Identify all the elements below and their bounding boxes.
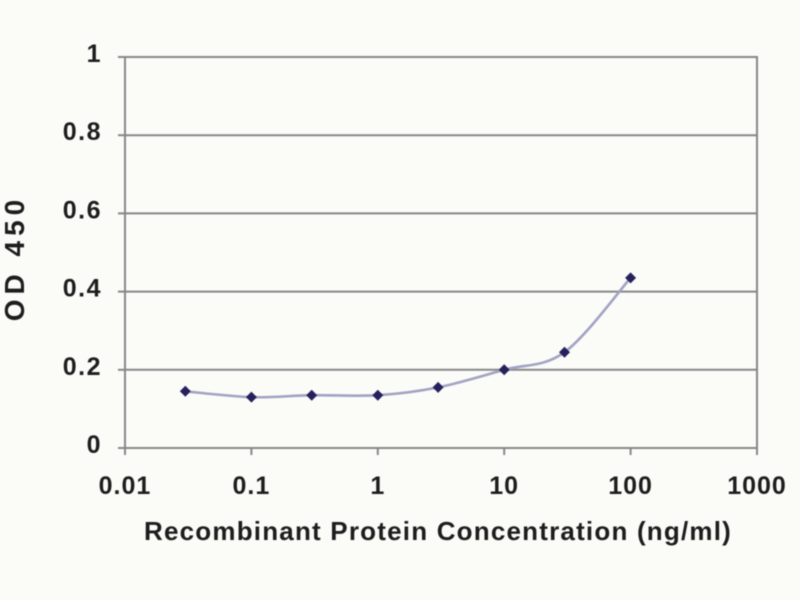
x-tick-label: 10 — [489, 472, 519, 500]
y-tick-label: 0 — [87, 431, 102, 459]
plot-frame-layer — [124, 56, 758, 449]
data-point-marker — [179, 385, 191, 397]
data-point-marker — [432, 381, 444, 393]
x-tick-label: 1000 — [727, 472, 787, 500]
x-tick-label: 0.1 — [233, 472, 271, 500]
data-point-marker — [245, 391, 257, 403]
data-point-marker — [559, 346, 571, 358]
data-point-marker — [372, 389, 384, 401]
y-tick-label: 0.2 — [63, 353, 102, 381]
data-point-marker — [625, 272, 637, 284]
plot-border — [124, 56, 758, 449]
x-axis-label: Recombinant Protein Concentration (ng/ml… — [144, 516, 732, 546]
y-tick-label: 1 — [87, 40, 102, 68]
data-point-marker — [306, 389, 318, 401]
y-axis-label: OD 450 — [0, 195, 30, 322]
x-tick-label: 1 — [370, 472, 385, 500]
data-series-layer — [179, 272, 637, 403]
tick-layer — [118, 56, 758, 455]
data-point-marker — [498, 364, 510, 376]
y-tick-label: 0.8 — [63, 118, 102, 146]
y-tick-label: 0.4 — [63, 275, 102, 303]
y-tick-label: 0.6 — [63, 196, 102, 224]
tick-label-layer: 0 0.2 0.4 0.6 0.8 1 0.01 0.1 1 10 100 1000 — [63, 40, 787, 500]
x-tick-label: 0.01 — [99, 472, 152, 500]
gridline-layer — [125, 134, 757, 371]
x-tick-label: 100 — [608, 472, 653, 500]
